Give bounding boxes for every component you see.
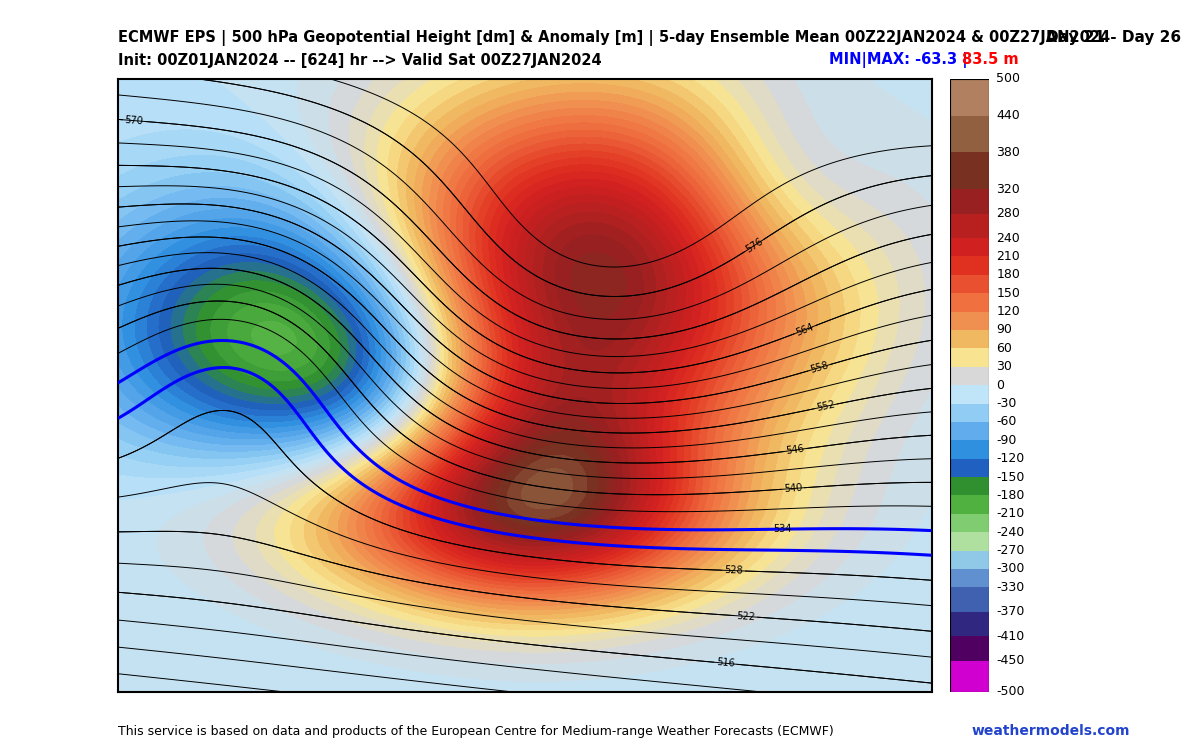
Bar [950,348,989,367]
Text: 380: 380 [996,146,1020,159]
Text: 516: 516 [716,658,736,669]
Bar [950,532,989,550]
Bar [950,661,989,692]
Bar [950,293,989,311]
Text: -450: -450 [996,654,1025,668]
Bar [950,612,989,636]
Bar [950,367,989,386]
Text: 546: 546 [785,444,804,456]
Text: 558: 558 [809,360,829,375]
Text: This service is based on data and products of the European Centre for Medium-ran: This service is based on data and produc… [118,724,833,738]
Text: 210: 210 [996,250,1020,263]
Text: 83.5 m: 83.5 m [962,53,1018,68]
Text: -30: -30 [996,397,1017,410]
Text: ECMWF EPS | 500 hPa Geopotential Height [dm] & Anomaly [m] | 5-day Ensemble Mean: ECMWF EPS | 500 hPa Geopotential Height … [118,30,1109,46]
Text: 522: 522 [737,610,756,622]
Text: 500: 500 [996,72,1020,86]
Text: -150: -150 [996,470,1025,484]
Bar [950,116,989,152]
Bar [950,440,989,459]
Bar [950,311,989,330]
Text: 30: 30 [996,360,1012,374]
Text: 320: 320 [996,182,1020,196]
Text: -210: -210 [996,507,1024,520]
Text: 528: 528 [725,566,743,576]
Text: 90: 90 [996,323,1012,337]
Bar [950,238,989,256]
Text: 180: 180 [996,268,1020,281]
Text: 0: 0 [996,379,1005,392]
Bar [950,496,989,514]
Text: -120: -120 [996,452,1024,465]
Text: 540: 540 [784,483,803,494]
Bar [950,569,989,587]
Bar [950,256,989,274]
Text: 240: 240 [996,232,1020,244]
Bar [950,189,989,214]
Bar [950,636,989,661]
Text: -300: -300 [996,562,1025,575]
Text: -60: -60 [996,416,1017,428]
Bar [950,587,989,612]
Text: 440: 440 [996,109,1020,122]
Text: Init: 00Z01JAN2024 -- [624] hr --> Valid Sat 00Z27JAN2024: Init: 00Z01JAN2024 -- [624] hr --> Valid… [118,53,601,68]
Text: 280: 280 [996,207,1020,220]
Bar [950,274,989,293]
Bar [950,477,989,496]
Bar [950,330,989,348]
Text: Day 21 - Day 26: Day 21 - Day 26 [1046,30,1180,45]
Text: 60: 60 [996,342,1012,355]
Bar [950,422,989,440]
Bar [950,404,989,422]
Bar [950,214,989,238]
Text: -240: -240 [996,526,1024,538]
Bar [950,152,989,189]
Text: -180: -180 [996,489,1025,502]
Text: 534: 534 [773,524,792,534]
Text: weathermodels.com: weathermodels.com [971,724,1130,738]
Text: -330: -330 [996,580,1024,594]
Text: 564: 564 [795,322,815,338]
Text: -410: -410 [996,630,1024,643]
Text: -270: -270 [996,544,1025,557]
Bar [950,514,989,532]
Text: 576: 576 [744,236,764,255]
Bar [950,79,989,116]
Bar [950,550,989,569]
Text: -370: -370 [996,605,1025,618]
Bar [950,386,989,404]
Text: 150: 150 [996,286,1020,300]
Text: -500: -500 [996,685,1025,698]
Text: MIN|MAX: -63.3 |: MIN|MAX: -63.3 | [829,53,974,68]
Text: 552: 552 [815,400,835,413]
Bar [950,459,989,477]
Text: 570: 570 [125,115,144,126]
Text: 120: 120 [996,305,1020,318]
Text: -90: -90 [996,433,1017,447]
